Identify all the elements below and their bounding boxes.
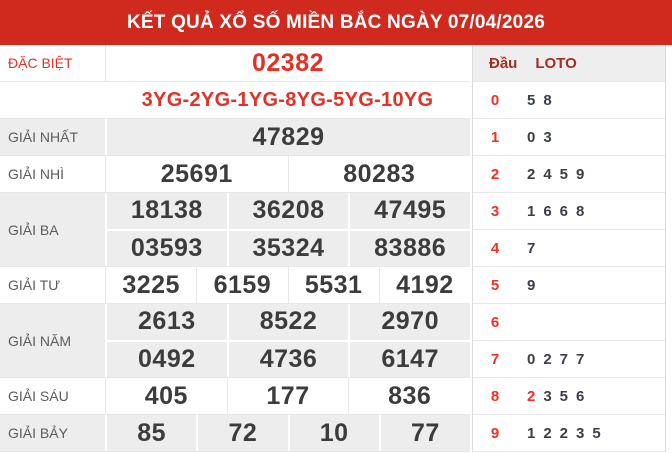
- loto-row-8: 8 2356: [473, 378, 665, 415]
- loto-row-7: 7 0277: [473, 341, 665, 378]
- fourth-prize-label: GIẢI TƯ: [8, 277, 61, 293]
- loto-values: 1668: [527, 202, 593, 220]
- loto-header-row: Đầu LOTO: [473, 45, 665, 82]
- third-prize-label: GIẢI BA: [0, 193, 105, 266]
- results-board: ĐẶC BIỆT 02382 3YG-2YG-1YG-8YG-5YG-10YG …: [0, 45, 672, 452]
- prize-value: 80283: [287, 156, 471, 192]
- loto-values: 9: [527, 276, 544, 294]
- prize-value: 77: [378, 415, 470, 451]
- special-prize-value: 02382: [251, 48, 325, 77]
- row-sixth-prize: GIẢI SÁU 405 177 836: [0, 378, 470, 415]
- loto-row-5: 5 9: [473, 267, 665, 304]
- loto-row-0: 0 58: [473, 82, 665, 119]
- loto-panel: Đầu LOTO 0 58 1 03 2 2459 3 1668 4 7 5 9…: [472, 45, 666, 452]
- prize-value: 47829: [105, 119, 470, 155]
- loto-values: 2459: [527, 165, 593, 183]
- loto-head-column-header: Đầu: [489, 54, 518, 72]
- row-fourth-prize: GIẢI TƯ 3225 6159 5531 4192: [0, 267, 470, 304]
- prize-value: 5531: [287, 267, 379, 303]
- prize-value: 3225: [122, 270, 180, 299]
- prize-value: 8522: [226, 304, 349, 340]
- prize-value: 2613: [105, 304, 227, 340]
- fifth-prize-label: GIẢI NĂM: [0, 304, 105, 377]
- row-fifth-prize: GIẢI NĂM 2613 8522 2970 0492 4736 6147: [0, 304, 471, 378]
- prize-value: 4736: [226, 341, 349, 377]
- loto-row-3: 3 1668: [473, 193, 665, 230]
- row-second-prize: GIẢI NHÌ 25691 80283: [0, 156, 470, 193]
- prize-value: 85: [105, 415, 197, 451]
- prize-value: 03593: [105, 230, 227, 266]
- prize-value: 36208: [226, 193, 349, 229]
- yg-codes-value: 3YG-2YG-1YG-8YG-5YG-10YG: [141, 88, 434, 111]
- row-special-prize: ĐẶC BIỆT 02382: [0, 45, 470, 82]
- row-first-prize: GIẢI NHẤT 47829: [0, 119, 470, 156]
- loto-head-digit: 2: [490, 165, 500, 183]
- second-prize-label: GIẢI NHÌ: [8, 166, 65, 182]
- prize-value: 836: [348, 378, 470, 414]
- prize-value: 72: [196, 415, 288, 451]
- loto-values: 12235: [527, 424, 609, 442]
- row-yg-codes: 3YG-2YG-1YG-8YG-5YG-10YG: [0, 82, 470, 119]
- loto-highlight: 2: [527, 387, 544, 405]
- prize-value: 25691: [160, 159, 233, 188]
- loto-head-digit: 0: [490, 91, 500, 109]
- prize-value: 0492: [105, 341, 227, 377]
- loto-row-9: 9 12235: [473, 415, 665, 452]
- loto-row-6: 6: [473, 304, 665, 341]
- loto-values: 7: [527, 239, 544, 257]
- loto-head-digit: 1: [490, 128, 500, 146]
- loto-head-digit: 4: [490, 239, 500, 257]
- special-prize-label: ĐẶC BIỆT: [8, 55, 73, 71]
- loto-column-header: LOTO: [535, 54, 577, 72]
- seventh-prize-label: GIẢI BẢY: [0, 415, 105, 451]
- first-prize-label: GIẢI NHẤT: [0, 119, 105, 155]
- loto-head-digit: 3: [490, 202, 500, 220]
- loto-head-digit: 6: [490, 313, 500, 331]
- prize-value: 2970: [348, 304, 471, 340]
- prize-value: 6159: [196, 267, 287, 303]
- prize-value: 405: [144, 381, 188, 410]
- loto-head-digit: 7: [490, 350, 500, 368]
- loto-values: 58: [527, 91, 560, 109]
- prize-value: 10: [287, 415, 379, 451]
- prize-value: 6147: [348, 341, 471, 377]
- loto-head-digit: 9: [490, 424, 500, 442]
- row-third-prize: GIẢI BA 18138 36208 47495 03593 35324 83…: [0, 193, 471, 267]
- prize-value: 177: [226, 378, 349, 414]
- loto-row-2: 2 2459: [473, 156, 665, 193]
- results-title: KẾT QUẢ XỔ SỐ MIỀN BẮC NGÀY 07/04/2026: [0, 0, 672, 45]
- loto-values: 0277: [527, 350, 593, 368]
- prize-value: 18138: [105, 193, 227, 229]
- loto-values: 03: [527, 128, 560, 146]
- prize-table: ĐẶC BIỆT 02382 3YG-2YG-1YG-8YG-5YG-10YG …: [0, 45, 471, 452]
- loto-head-digit: 5: [490, 276, 500, 294]
- loto-row-4: 4 7: [473, 230, 665, 267]
- prize-value: 35324: [226, 230, 349, 266]
- prize-value: 4192: [378, 267, 470, 303]
- loto-head-digit: 8: [490, 387, 500, 405]
- prize-value: 47495: [348, 193, 471, 229]
- loto-row-1: 1 03: [473, 119, 665, 156]
- loto-values: 356: [543, 387, 593, 405]
- row-seventh-prize: GIẢI BẢY 85 72 10 77: [0, 415, 470, 452]
- prize-value: 83886: [348, 230, 471, 266]
- sixth-prize-label: GIẢI SÁU: [8, 388, 69, 404]
